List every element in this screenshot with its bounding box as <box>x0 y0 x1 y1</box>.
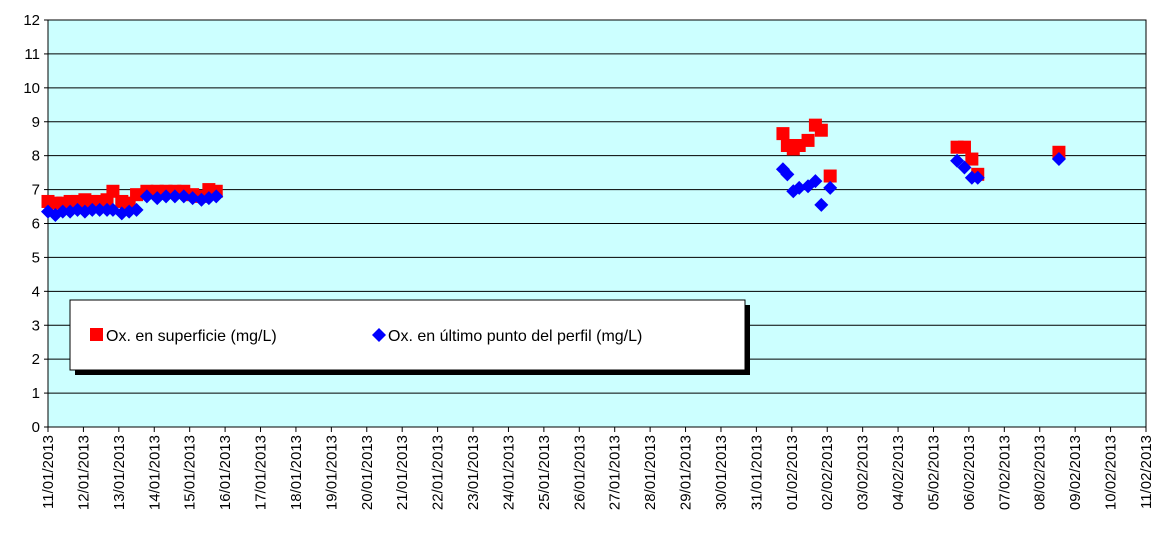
series-2 <box>41 152 1066 223</box>
data-point-diamond <box>970 170 985 185</box>
x-tick-label: 17/01/2013 <box>253 435 270 510</box>
x-tick-label: 05/02/2013 <box>925 435 942 510</box>
y-tick-label: 12 <box>23 12 40 29</box>
data-point-square <box>957 140 971 154</box>
legend-marker-diamond <box>372 328 386 342</box>
x-tick-label: 16/01/2013 <box>217 435 234 510</box>
data-point-diamond <box>114 206 129 221</box>
x-tick-label: 02/02/2013 <box>819 435 836 510</box>
y-tick-label: 10 <box>23 80 40 97</box>
legend-label: Ox. en último punto del perfil (mg/L) <box>388 328 642 345</box>
y-tick-label: 1 <box>32 385 40 402</box>
x-tick-label: 12/01/2013 <box>75 435 92 510</box>
data-series <box>41 118 1066 223</box>
x-tick-label: 09/02/2013 <box>1067 435 1084 510</box>
y-tick-label: 9 <box>32 114 40 131</box>
data-point-square <box>801 133 815 147</box>
data-point-diamond <box>176 189 191 204</box>
data-point-square <box>965 152 979 166</box>
data-point-diamond <box>209 189 224 204</box>
data-point-diamond <box>1051 152 1066 167</box>
y-tick-label: 6 <box>32 216 40 233</box>
x-tick-label: 03/02/2013 <box>855 435 872 510</box>
y-tick-label: 0 <box>32 419 40 436</box>
x-tick-label: 30/01/2013 <box>713 435 730 510</box>
y-tick-label: 4 <box>32 283 40 300</box>
legend-label: Ox. en superficie (mg/L) <box>106 328 277 345</box>
x-tick-label: 26/01/2013 <box>571 435 588 510</box>
x-tick-label: 07/02/2013 <box>996 435 1013 510</box>
x-tick-label: 29/01/2013 <box>678 435 695 510</box>
x-tick-label: 25/01/2013 <box>536 435 553 510</box>
legend-box <box>69 299 746 371</box>
data-point-diamond <box>92 202 107 217</box>
data-point-square <box>776 127 790 141</box>
x-tick-label: 31/01/2013 <box>748 435 765 510</box>
x-tick-label: 11/01/2013 <box>40 435 57 509</box>
x-tick-label: 15/01/2013 <box>182 435 199 510</box>
x-tick-label: 23/01/2013 <box>465 435 482 510</box>
data-point-diamond <box>792 180 807 195</box>
x-tick-label: 20/01/2013 <box>359 435 376 510</box>
x-tick-label: 14/01/2013 <box>146 435 163 510</box>
x-tick-label: 19/01/2013 <box>323 435 340 510</box>
data-point-diamond <box>950 153 965 168</box>
data-point-square <box>106 184 120 198</box>
data-point-diamond <box>167 189 182 204</box>
x-tick-label: 18/01/2013 <box>288 435 305 510</box>
x-tick-label: 01/02/2013 <box>784 435 801 510</box>
data-point-square <box>814 123 828 137</box>
data-point-diamond <box>185 191 200 206</box>
data-point-diamond <box>55 204 70 219</box>
y-tick-label: 11 <box>24 46 40 63</box>
data-point-square <box>130 188 144 202</box>
y-tick-label: 2 <box>32 351 40 368</box>
x-tick-label: 06/02/2013 <box>961 435 978 510</box>
x-tick-label: 04/02/2013 <box>890 435 907 510</box>
x-tick-label: 08/02/2013 <box>1032 435 1049 510</box>
x-tick-label: 21/01/2013 <box>394 435 411 510</box>
data-point-diamond <box>139 189 154 204</box>
x-tick-label: 11/02/2013 <box>1138 435 1154 509</box>
x-tick-label: 10/02/2013 <box>1103 435 1120 510</box>
data-point-diamond <box>814 197 829 212</box>
data-point-diamond <box>823 180 838 195</box>
legend-marker-square <box>90 328 103 341</box>
x-tick-label: 27/01/2013 <box>607 435 624 510</box>
legend: Ox. en superficie (mg/L) Ox. en último pu… <box>69 299 750 375</box>
data-point-square <box>823 169 837 183</box>
y-tick-label: 3 <box>32 317 40 334</box>
x-tick-label: 24/01/2013 <box>500 435 517 510</box>
y-tick-label: 8 <box>32 148 40 165</box>
x-tick-label: 22/01/2013 <box>430 435 447 510</box>
x-tick-label: 13/01/2013 <box>111 435 128 510</box>
data-point-diamond <box>159 189 174 204</box>
y-tick-label: 7 <box>32 182 40 199</box>
data-point-diamond <box>808 174 823 189</box>
x-axis: 11/01/2013 12/01/2013 13/01/2013 14/01/2013… <box>40 427 1154 510</box>
data-point-diamond <box>780 167 795 182</box>
data-point-diamond <box>129 202 144 217</box>
data-point-diamond <box>150 191 165 206</box>
data-point-diamond <box>85 202 100 217</box>
data-point-diamond <box>957 160 972 175</box>
y-tick-label: 5 <box>32 249 40 266</box>
x-tick-label: 28/01/2013 <box>642 435 659 510</box>
